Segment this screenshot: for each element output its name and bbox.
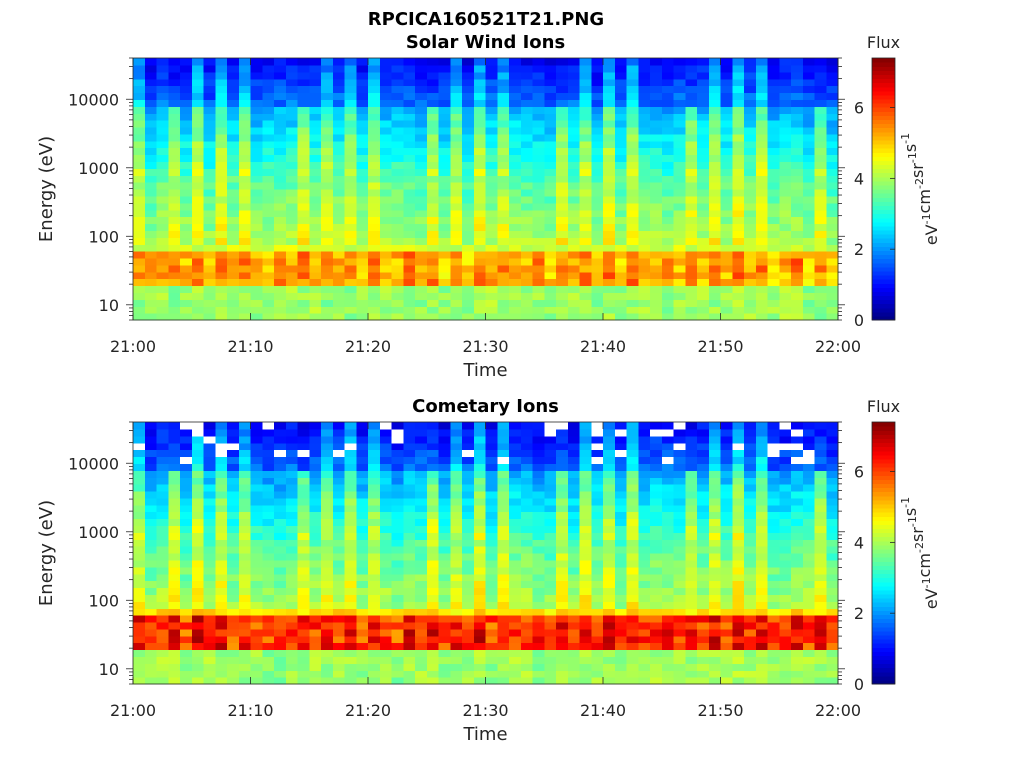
colorbar-tick-label: 6 bbox=[854, 463, 864, 482]
solar-wind-colorbar-label: Flux bbox=[867, 33, 900, 52]
y-tick-label: 1000 bbox=[78, 523, 119, 542]
x-tick-label: 21:40 bbox=[580, 337, 626, 356]
solar-wind-heatmap bbox=[133, 58, 839, 321]
cometary-heatmap bbox=[133, 422, 839, 685]
colorbar-tick-label: 2 bbox=[854, 240, 864, 259]
y-tick-label: 100 bbox=[88, 227, 119, 246]
solar-wind-colorbar: 0 2 4 6 Flux eV-1cm-2sr-1s-1 bbox=[854, 33, 941, 330]
y-tick-label: 10 bbox=[99, 660, 119, 679]
solar-wind-colorbar-unit: eV-1cm-2sr-1s-1 bbox=[899, 133, 941, 245]
cometary-colorbar-unit: eV-1cm-2sr-1s-1 bbox=[899, 497, 941, 609]
cometary-x-axis-label: Time bbox=[462, 724, 507, 745]
y-tick-label: 1000 bbox=[78, 159, 119, 178]
figure-title: RPCICA160521T21.PNG bbox=[368, 9, 604, 30]
cometary-colorbar: 0 2 4 6 Flux eV-1cm-2sr-1s-1 bbox=[854, 397, 941, 694]
solar-wind-x-axis: 21:00 21:10 21:20 21:30 21:40 21:50 22:00 bbox=[110, 58, 861, 356]
colorbar-tick-label: 2 bbox=[854, 604, 864, 623]
colorbar-tick-label: 6 bbox=[854, 99, 864, 118]
x-tick-label: 21:50 bbox=[697, 337, 743, 356]
solar-wind-y-axis-label: Energy (eV) bbox=[36, 136, 57, 242]
y-tick-label: 10000 bbox=[68, 90, 119, 109]
colorbar-tick-label: 0 bbox=[854, 311, 864, 330]
x-tick-label: 21:20 bbox=[345, 701, 391, 720]
x-tick-label: 21:20 bbox=[345, 337, 391, 356]
solar-wind-y-axis: 10 100 1000 10000 bbox=[68, 57, 845, 321]
x-tick-label: 21:10 bbox=[227, 337, 273, 356]
colorbar-tick-label: 0 bbox=[854, 675, 864, 694]
cometary-y-axis-label: Energy (eV) bbox=[36, 500, 57, 606]
cometary-y-axis: 10 100 1000 10000 bbox=[68, 421, 845, 685]
x-tick-label: 21:10 bbox=[227, 701, 273, 720]
solar-wind-x-axis-label: Time bbox=[462, 360, 507, 381]
y-tick-label: 10 bbox=[99, 296, 119, 315]
x-tick-label: 22:00 bbox=[815, 701, 861, 720]
y-tick-label: 10000 bbox=[68, 454, 119, 473]
x-tick-label: 21:30 bbox=[462, 337, 508, 356]
solar-wind-panel-title: Solar Wind Ions bbox=[406, 32, 565, 53]
x-tick-label: 21:30 bbox=[462, 701, 508, 720]
x-tick-label: 22:00 bbox=[815, 337, 861, 356]
x-tick-label: 21:40 bbox=[580, 701, 626, 720]
cometary-colorbar-label: Flux bbox=[867, 397, 900, 416]
cometary-x-axis: 21:00 21:10 21:20 21:30 21:40 21:50 22:00 bbox=[110, 422, 861, 720]
x-tick-label: 21:00 bbox=[110, 337, 156, 356]
x-tick-label: 21:00 bbox=[110, 701, 156, 720]
y-tick-label: 100 bbox=[88, 591, 119, 610]
colorbar-tick-label: 4 bbox=[854, 533, 864, 552]
colorbar-tick-label: 4 bbox=[854, 169, 864, 188]
cometary-panel-title: Cometary Ions bbox=[412, 396, 559, 417]
x-tick-label: 21:50 bbox=[697, 701, 743, 720]
